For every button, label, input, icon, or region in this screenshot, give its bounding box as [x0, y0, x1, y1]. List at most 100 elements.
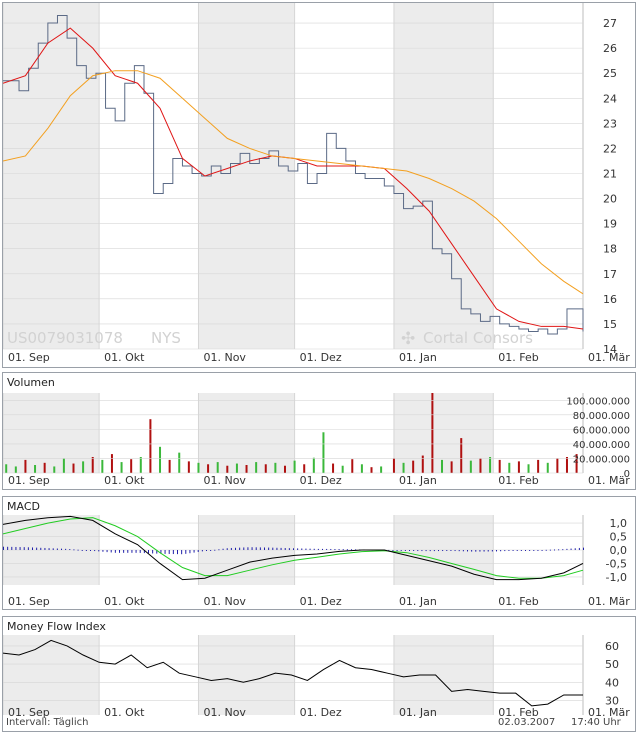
volume-bar — [508, 462, 511, 473]
volume-bar — [293, 460, 296, 473]
macd-hist-bar — [462, 550, 464, 552]
macd-hist-bar — [56, 548, 58, 550]
macd-hist-bar — [110, 550, 112, 553]
macd-hist-bar — [36, 547, 38, 550]
y-tick-label: 18 — [603, 243, 617, 256]
volume-bar — [479, 458, 482, 473]
x-tick-label: 01. Dez — [300, 595, 342, 608]
volume-bar — [469, 460, 472, 473]
volume-bar — [168, 459, 171, 473]
macd-hist-bar — [549, 549, 551, 551]
volume-bar — [264, 464, 267, 473]
period-bands — [3, 393, 494, 473]
period-band — [3, 635, 100, 715]
period-band — [393, 3, 494, 349]
macd-hist-bar — [201, 550, 203, 552]
macd-hist-bar — [90, 550, 91, 551]
macd-hist-bar — [218, 549, 220, 551]
mfi-line — [3, 639, 583, 707]
period-band — [393, 635, 494, 715]
macd-hist-bar — [413, 550, 415, 551]
macd-hist-bar — [525, 550, 526, 551]
period-band — [198, 393, 295, 473]
macd-hist-bar — [454, 550, 456, 552]
x-tick-label: 01. Sep — [8, 474, 50, 487]
macd-hist-bar — [177, 550, 178, 555]
macd-hist-bar — [193, 550, 195, 553]
macd-hist-bar — [172, 550, 174, 555]
macd-hist-bar — [355, 549, 357, 551]
macd-hist-bar — [301, 548, 303, 550]
mfi-title: Money Flow Index — [7, 620, 106, 633]
macd-hist-bar — [280, 547, 282, 550]
volume-bar — [370, 467, 373, 473]
macd-hist-bar — [334, 549, 336, 551]
y-axis-labels: -1,0-0,50,00,51,0 — [3, 517, 627, 584]
macd-hist-bar — [27, 547, 29, 550]
volume-bar — [139, 457, 142, 473]
volume-bar — [392, 458, 395, 473]
period-bands — [3, 3, 494, 349]
macd-hist-bar — [293, 548, 294, 550]
macd-hist-bar — [164, 550, 166, 554]
y-tick-label: 16 — [603, 293, 617, 306]
x-tick-label: 01. Okt — [104, 474, 145, 487]
y-tick-label: 19 — [603, 218, 617, 231]
macd-hist-bar — [317, 548, 319, 550]
macd-hist-bar — [512, 550, 514, 551]
volume-bar — [226, 465, 229, 473]
macd-hist-bar — [516, 550, 518, 551]
volume-bar — [303, 464, 306, 473]
macd-hist-bar — [326, 548, 328, 550]
macd-hist-bar — [297, 548, 299, 550]
macd-hist-bar — [529, 550, 531, 551]
x-tick-label: 01. Jan — [399, 706, 437, 719]
macd-hist-bar — [392, 550, 394, 551]
macd-hist-bar — [351, 549, 352, 551]
x-tick-label: 01. Jan — [399, 595, 437, 608]
interval-label: Intervall: Täglich — [6, 717, 89, 728]
y-tick-label: 50 — [605, 658, 619, 671]
volume-bar — [159, 446, 162, 473]
macd-hist-bar — [491, 550, 493, 552]
macd-hist-bar — [139, 550, 141, 553]
volume-bar — [431, 393, 434, 473]
volume-bar — [255, 462, 258, 473]
macd-hist-bar — [309, 548, 311, 550]
volume-bar — [441, 459, 444, 473]
macd-hist-bar — [545, 549, 547, 551]
macd-hist-bar — [131, 550, 133, 553]
y-tick-label: -0,5 — [606, 557, 627, 570]
macd-hist-bar — [52, 548, 54, 550]
macd-hist-bar — [471, 550, 473, 552]
macd-hist-bar — [102, 550, 104, 552]
watermark-brand: Cortal Consors — [423, 329, 533, 347]
watermark-symbol: US0079031078 — [7, 329, 123, 347]
period-band — [393, 393, 494, 473]
macd-hist-bar — [235, 547, 236, 550]
macd-hist-bar — [520, 550, 522, 551]
volume-bar — [498, 459, 501, 473]
macd-title: MACD — [7, 500, 40, 513]
macd-hist-bar — [85, 550, 87, 551]
macd-hist-bar — [189, 550, 191, 554]
macd-hist-bar — [400, 550, 402, 551]
macd-hist-bar — [322, 548, 323, 550]
macd-hist-bar — [288, 548, 290, 550]
x-tick-label: 01. Sep — [8, 706, 50, 719]
volume-bar — [421, 455, 424, 473]
volume-bar — [332, 463, 335, 473]
x-tick-label: 01. Dez — [300, 474, 342, 487]
macd-hist-bar — [313, 548, 315, 550]
y-tick-label: 30 — [605, 694, 619, 707]
y-tick-label: 25 — [603, 67, 617, 80]
volume-bar — [283, 465, 286, 473]
volume-bar — [351, 459, 354, 473]
macd-hist-bar — [222, 548, 224, 550]
macd-hist-bar — [421, 550, 423, 552]
volume-bar — [341, 465, 344, 473]
price-chart: 14 15 16 17 18 19 20 21 22 23 24 25 26 27 US0079031078… — [3, 3, 630, 364]
price-panel: 14 15 16 17 18 19 20 21 22 23 24 25 26 27 US0079031078… — [2, 2, 636, 368]
macd-hist-bar — [15, 546, 17, 550]
